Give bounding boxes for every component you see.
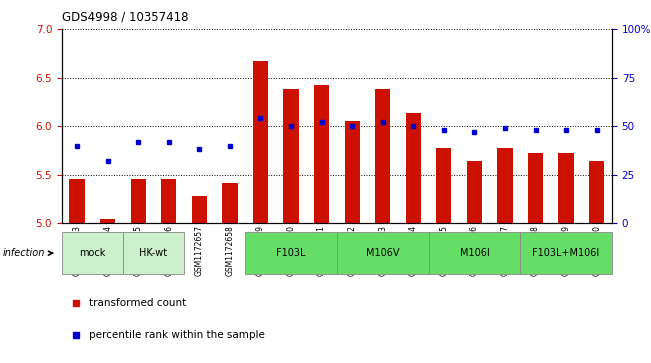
Text: HK-wt: HK-wt: [139, 248, 167, 258]
Text: infection: infection: [3, 248, 52, 258]
Bar: [283, 89, 299, 223]
Bar: [497, 147, 512, 223]
Bar: [559, 153, 574, 223]
Bar: [100, 219, 115, 223]
Text: M106I: M106I: [460, 248, 490, 258]
Text: GDS4998 / 10357418: GDS4998 / 10357418: [62, 11, 188, 24]
Text: transformed count: transformed count: [89, 298, 187, 309]
Bar: [161, 179, 176, 223]
Bar: [314, 85, 329, 223]
Text: F103L+M106I: F103L+M106I: [533, 248, 600, 258]
Bar: [520, 232, 612, 274]
Bar: [467, 161, 482, 223]
Bar: [436, 147, 452, 223]
Bar: [222, 183, 238, 223]
Text: M106V: M106V: [366, 248, 400, 258]
Bar: [337, 232, 428, 274]
Bar: [344, 121, 360, 223]
Bar: [589, 161, 604, 223]
Text: F103L: F103L: [276, 248, 306, 258]
Bar: [253, 61, 268, 223]
Bar: [131, 179, 146, 223]
Text: percentile rank within the sample: percentile rank within the sample: [89, 330, 265, 340]
Bar: [62, 232, 123, 274]
Bar: [70, 179, 85, 223]
Bar: [406, 113, 421, 223]
Bar: [192, 196, 207, 223]
Bar: [528, 153, 543, 223]
Text: mock: mock: [79, 248, 105, 258]
Bar: [428, 232, 520, 274]
Bar: [245, 232, 337, 274]
Bar: [375, 89, 391, 223]
Bar: [123, 232, 184, 274]
